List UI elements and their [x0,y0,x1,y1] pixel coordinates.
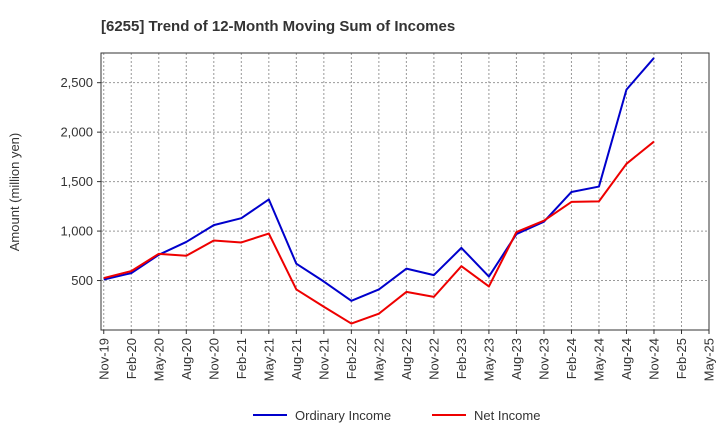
x-tick-label: Feb-21 [234,338,249,379]
y-tick-label: 500 [71,273,93,288]
x-tick-label: Nov-21 [316,338,331,380]
series-line-ordinary-income [103,57,655,302]
legend-label-net-income: Net Income [474,408,540,423]
x-tick-label: Feb-22 [344,338,359,379]
plot-area [100,52,710,331]
y-axis-ticks: 500 1,000 1,500 2,000 2,500 [60,75,101,288]
x-tick-label: Feb-24 [564,338,579,379]
series-line-net-income [103,140,655,325]
x-tick-label: Nov-19 [96,338,111,380]
grid [101,53,710,330]
legend: Ordinary Income Net Income [253,408,540,423]
x-tick-label: May-24 [591,338,606,381]
y-tick-label: 2,000 [60,125,93,140]
chart-title: [6255] Trend of 12-Month Moving Sum of I… [101,18,455,35]
legend-label-ordinary-income: Ordinary Income [295,408,391,423]
x-tick-label: Aug-20 [179,338,194,380]
x-tick-label: May-22 [371,338,386,381]
y-axis-label: Amount (million yen) [7,133,22,252]
x-axis-ticks: Nov-19 Feb-20 May-20 Aug-20 Nov-20 Feb-21 May-… [96,330,717,381]
x-tick-label: Aug-21 [289,338,304,380]
x-tick-label: May-23 [481,338,496,381]
x-tick-label: Feb-23 [454,338,469,379]
y-tick-label: 2,500 [60,75,93,90]
x-tick-label: May-20 [151,338,166,381]
x-tick-label: Nov-24 [646,338,661,380]
x-tick-label: Nov-22 [426,338,441,380]
x-tick-label: May-21 [261,338,276,381]
x-tick-label: Nov-23 [536,338,551,380]
x-tick-label: Nov-20 [206,338,221,380]
x-tick-label: Feb-20 [124,338,139,379]
x-tick-label: Feb-25 [674,338,689,379]
x-tick-label: Aug-23 [509,338,524,380]
series-lines [103,57,655,325]
y-tick-label: 1,500 [60,174,93,189]
x-tick-label: Aug-24 [619,338,634,380]
y-tick-label: 1,000 [60,224,93,239]
x-tick-label: Aug-22 [399,338,414,380]
x-tick-label: May-25 [702,338,717,381]
